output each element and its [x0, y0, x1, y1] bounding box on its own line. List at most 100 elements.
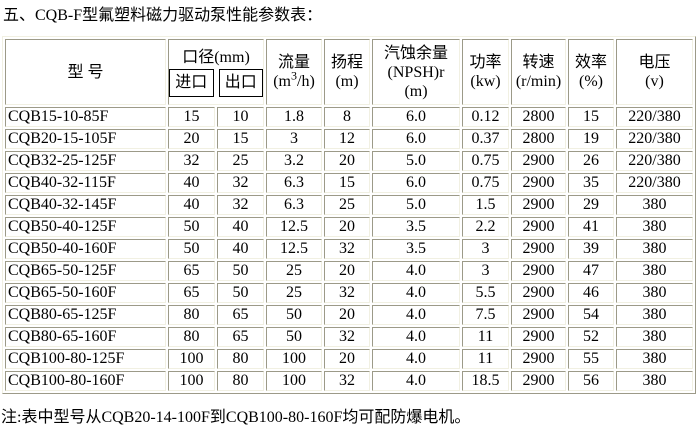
cell-npsh: 4.0 — [372, 261, 460, 281]
cell-npsh: 3.5 — [372, 239, 460, 259]
cell-inlet-diameter: 32 — [168, 151, 215, 171]
page-title: 五、CQB-F型氟塑料磁力驱动泵性能参数表： — [3, 7, 323, 24]
cell-outlet-diameter: 65 — [217, 305, 264, 325]
cell-speed: 2900 — [511, 239, 566, 259]
cell-outlet-diameter: 15 — [217, 129, 264, 149]
cell-outlet-diameter: 40 — [217, 217, 264, 237]
col-header-npsh-line1: 汽蚀余量 — [383, 44, 448, 62]
cell-inlet-diameter: 50 — [168, 217, 215, 237]
cell-npsh: 6.0 — [372, 129, 460, 149]
cell-model: CQB15-10-85F — [5, 107, 166, 127]
header-row: 型 号 口径(mm) 进口 出口 流量 (m3/h) 扬程 (m) — [5, 39, 693, 105]
cell-npsh: 5.0 — [372, 195, 460, 215]
cell-outlet-diameter: 65 — [217, 327, 264, 347]
cell-head: 32 — [324, 283, 370, 303]
cell-voltage: 380 — [616, 217, 693, 237]
cell-npsh: 4.0 — [372, 327, 460, 347]
cell-model: CQB80-65-160F — [5, 327, 166, 347]
cell-outlet-diameter: 32 — [217, 195, 264, 215]
col-header-voltage-label: 电压 — [638, 54, 671, 71]
outlet-header-box: 出口 — [218, 68, 263, 97]
col-header-head: 扬程 (m) — [324, 39, 370, 105]
cell-model: CQB20-15-105F — [5, 129, 166, 149]
cell-head: 32 — [324, 371, 370, 391]
cell-npsh: 4.0 — [372, 283, 460, 303]
cell-power: 0.75 — [462, 151, 509, 171]
cell-head: 25 — [324, 195, 370, 215]
cell-head: 20 — [324, 261, 370, 281]
cell-inlet-diameter: 65 — [168, 261, 215, 281]
col-header-diameter: 口径(mm) 进口 出口 — [168, 39, 264, 105]
cell-efficiency: 15 — [568, 107, 614, 127]
cell-flow: 25 — [266, 261, 322, 281]
cell-outlet-diameter: 25 — [217, 151, 264, 171]
cell-flow: 50 — [266, 305, 322, 325]
cell-model: CQB50-40-160F — [5, 239, 166, 259]
cell-power: 5.5 — [462, 283, 509, 303]
table-row: CQB65-50-125F 65 50 25 20 4.0 3 2900 47 … — [5, 261, 693, 281]
cell-speed: 2800 — [511, 129, 566, 149]
col-header-npsh-line2: (NPSH)r — [387, 63, 445, 81]
cell-voltage: 380 — [616, 327, 693, 347]
cell-head: 12 — [324, 129, 370, 149]
cell-flow: 6.3 — [266, 173, 322, 193]
cell-speed: 2900 — [511, 327, 566, 347]
cell-npsh: 6.0 — [372, 107, 460, 127]
cell-voltage: 380 — [616, 305, 693, 325]
cell-npsh: 4.0 — [372, 349, 460, 369]
cell-efficiency: 56 — [568, 371, 614, 391]
cell-voltage: 220/380 — [616, 129, 693, 149]
cell-efficiency: 54 — [568, 305, 614, 325]
cell-flow: 25 — [266, 283, 322, 303]
cell-speed: 2900 — [511, 217, 566, 237]
cell-npsh: 3.5 — [372, 217, 460, 237]
table-row: CQB100-80-160F 100 80 100 32 4.0 18.5 29… — [5, 371, 693, 391]
pump-spec-table: 型 号 口径(mm) 进口 出口 流量 (m3/h) 扬程 (m) — [2, 36, 696, 394]
cell-power: 3 — [462, 239, 509, 259]
col-header-power-unit: (kw) — [470, 73, 501, 90]
cell-speed: 2900 — [511, 261, 566, 281]
cell-efficiency: 52 — [568, 327, 614, 347]
cell-power: 7.5 — [462, 305, 509, 325]
cell-flow: 100 — [266, 349, 322, 369]
table-row: CQB20-15-105F 20 15 3 12 6.0 0.37 2800 1… — [5, 129, 693, 149]
col-header-npsh-line3: (m) — [404, 82, 428, 100]
col-header-speed-label: 转速 — [522, 54, 555, 71]
cell-efficiency: 35 — [568, 173, 614, 193]
cell-power: 11 — [462, 327, 509, 347]
cell-npsh: 6.0 — [372, 173, 460, 193]
col-header-model-label: 型 号 — [67, 63, 104, 81]
table-row: CQB80-65-160F 80 65 50 32 4.0 11 2900 52… — [5, 327, 693, 347]
cell-voltage: 380 — [616, 261, 693, 281]
col-header-flow: 流量 (m3/h) — [266, 39, 322, 105]
cell-npsh: 5.0 — [372, 151, 460, 171]
cell-voltage: 220/380 — [616, 107, 693, 127]
cell-voltage: 380 — [616, 239, 693, 259]
flow-unit-superscript: 3 — [291, 68, 297, 83]
cell-outlet-diameter: 40 — [217, 239, 264, 259]
table-row: CQB50-40-125F 50 40 12.5 20 3.5 2.2 2900… — [5, 217, 693, 237]
cell-power: 18.5 — [462, 371, 509, 391]
cell-flow: 12.5 — [266, 239, 322, 259]
cell-head: 20 — [324, 151, 370, 171]
cell-outlet-diameter: 80 — [217, 371, 264, 391]
cell-voltage: 220/380 — [616, 151, 693, 171]
cell-model: CQB50-40-125F — [5, 217, 166, 237]
col-header-diameter-label: 口径(mm) — [182, 48, 250, 66]
cell-inlet-diameter: 80 — [168, 305, 215, 325]
cell-power: 3 — [462, 261, 509, 281]
cell-inlet-diameter: 40 — [168, 173, 215, 193]
cell-model: CQB40-32-115F — [5, 173, 166, 193]
cell-model: CQB100-80-125F — [5, 349, 166, 369]
cell-outlet-diameter: 32 — [217, 173, 264, 193]
col-header-efficiency-label: 效率 — [574, 54, 607, 71]
cell-model: CQB40-32-145F — [5, 195, 166, 215]
cell-npsh: 4.0 — [372, 305, 460, 325]
cell-inlet-diameter: 50 — [168, 239, 215, 259]
col-header-voltage: 电压 (v) — [616, 39, 693, 105]
cell-head: 20 — [324, 349, 370, 369]
cell-flow: 100 — [266, 371, 322, 391]
col-header-speed: 转速 (r/min) — [511, 39, 566, 105]
cell-power: 0.37 — [462, 129, 509, 149]
cell-power: 0.75 — [462, 173, 509, 193]
